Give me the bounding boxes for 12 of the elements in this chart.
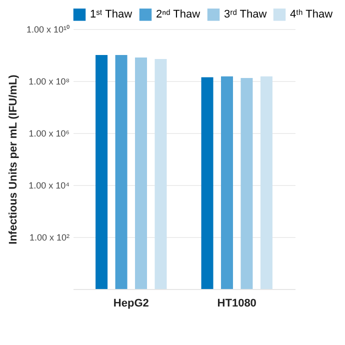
legend-label: 3ʳᵈ Thaw xyxy=(224,8,267,21)
x-tick-label: HT1080 xyxy=(217,298,256,310)
y-tick-label: 1.00 x 10⁴ xyxy=(28,180,70,190)
y-tick-label: 1.00 x 10² xyxy=(29,232,70,242)
y-tick-label: 1.00 x 10¹⁰ xyxy=(26,24,70,34)
legend-label: 2ⁿᵈ Thaw xyxy=(156,8,200,21)
y-tick-label: 1.00 x 10⁸ xyxy=(28,76,70,86)
legend-label: 1ˢᵗ Thaw xyxy=(90,8,132,21)
x-tick-label: HepG2 xyxy=(113,298,149,310)
y-tick-label: 1.00 x 10⁶ xyxy=(28,128,70,138)
y-axis-title: Infectious Units per mL (IFU/mL) xyxy=(7,74,20,244)
legend-label: 4ᵗʰ Thaw xyxy=(290,8,333,21)
